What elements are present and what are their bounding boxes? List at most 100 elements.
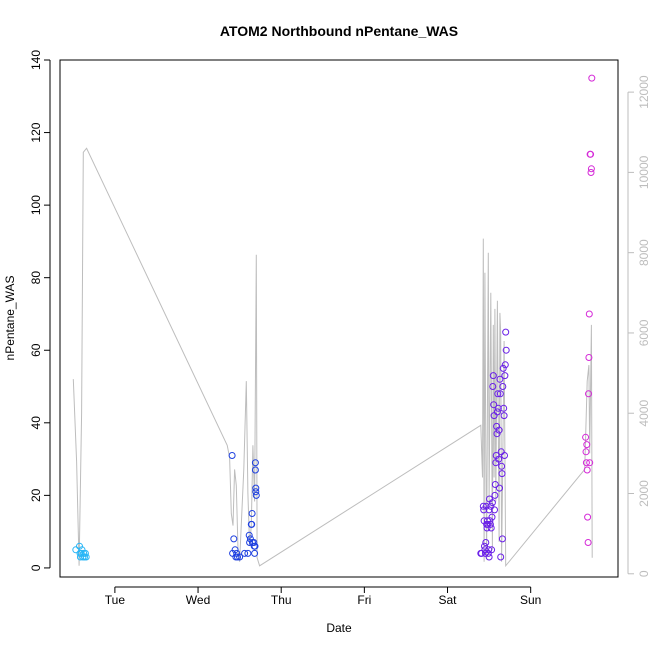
data-point-saturday-19 — [486, 517, 494, 525]
data-point-saturday-2 — [479, 502, 487, 510]
data-point-saturday-21 — [487, 502, 495, 510]
y2-tick-label-10000: 10000 — [637, 155, 650, 189]
data-point-saturday-20 — [486, 520, 494, 528]
data-point-sunday-3 — [583, 441, 591, 449]
data-point-saturday-5 — [481, 542, 488, 550]
plot-frame — [59, 59, 619, 578]
y-axis-left: 0 20 40 60 80 100 120 140 — [29, 50, 51, 571]
data-point-saturday-43 — [496, 375, 504, 383]
data-point-wednesday-8 — [241, 549, 249, 557]
data-point-saturday-28 — [490, 401, 498, 409]
altitude-line — [72, 147, 593, 568]
x-tick-label-Fri: Fri — [357, 593, 371, 607]
data-point-sunday-9 — [585, 310, 593, 318]
series-wednesday — [228, 452, 260, 561]
data-point-wednesday-19 — [251, 549, 259, 557]
data-point-wednesday-0 — [228, 452, 236, 459]
data-point-sunday-7 — [585, 390, 592, 398]
y-tick-label-60: 60 — [29, 343, 43, 357]
data-point-saturday-23 — [488, 546, 496, 554]
data-point-sunday-6 — [584, 539, 592, 546]
x-tick-label-Sat: Sat — [439, 593, 458, 607]
data-point-saturday-25 — [488, 499, 496, 507]
data-point-wednesday-3 — [231, 546, 239, 554]
data-point-saturday-16 — [485, 553, 493, 561]
data-point-saturday-44 — [496, 390, 504, 398]
data-point-saturday-47 — [498, 462, 506, 470]
data-point-sunday-14 — [587, 165, 595, 173]
data-point-wednesday-10 — [245, 531, 253, 539]
data-point-wednesday-2 — [230, 535, 238, 543]
data-point-wednesday-7 — [236, 553, 244, 561]
y-axis-right: 0 2000 4000 6000 8000 10000 12000 — [627, 75, 650, 577]
y-tick-label-120: 120 — [29, 122, 43, 142]
data-point-saturday-31 — [491, 491, 499, 499]
data-point-tuesday-10 — [82, 553, 90, 561]
data-point-saturday-48 — [498, 470, 506, 478]
x-axis: Tue Wed Thu Fri Sat Sun — [105, 586, 541, 607]
y2-tick-label-0: 0 — [637, 570, 650, 577]
data-point-saturday-54 — [501, 452, 508, 459]
y2-tick-label-6000: 6000 — [637, 319, 650, 346]
x-tick-label-Thu: Thu — [271, 593, 292, 607]
y2-tick-label-4000: 4000 — [637, 400, 650, 427]
data-point-saturday-39 — [494, 404, 502, 412]
data-point-saturday-26 — [489, 383, 497, 390]
data-point-saturday-49 — [498, 535, 506, 543]
data-point-wednesday-6 — [234, 553, 241, 561]
series-saturday — [477, 328, 510, 561]
data-point-saturday-42 — [496, 484, 503, 492]
data-point-wednesday-17 — [250, 539, 258, 546]
data-point-saturday-52 — [500, 404, 508, 412]
data-point-sunday-1 — [582, 448, 590, 456]
data-point-sunday-4 — [583, 466, 591, 474]
y-tick-label-100: 100 — [29, 195, 43, 215]
y-tick-label-80: 80 — [29, 271, 43, 285]
data-point-wednesday-23 — [252, 484, 260, 492]
data-point-sunday-12 — [587, 150, 595, 158]
y-tick-label-0: 0 — [29, 564, 43, 571]
data-point-wednesday-24 — [252, 488, 260, 496]
data-point-saturday-57 — [502, 328, 510, 336]
data-point-saturday-51 — [499, 364, 507, 372]
chart-title: ATOM2 Northbound nPentane_WAS — [220, 23, 458, 39]
y-tick-label-140: 140 — [29, 50, 43, 70]
altitude-line-layer — [72, 147, 593, 568]
data-point-tuesday-9 — [81, 549, 89, 557]
data-point-saturday-45 — [497, 553, 505, 561]
scatter-points-layer — [72, 74, 596, 561]
data-point-wednesday-11 — [246, 539, 254, 546]
data-point-wednesday-25 — [252, 491, 260, 499]
data-point-wednesday-15 — [248, 510, 256, 517]
data-point-saturday-38 — [494, 390, 502, 398]
data-point-saturday-58 — [502, 346, 510, 354]
x-tick-label-Tue: Tue — [105, 593, 126, 607]
data-point-sunday-13 — [587, 169, 595, 176]
data-point-wednesday-20 — [251, 542, 259, 550]
data-point-saturday-27 — [489, 372, 497, 380]
y2-tick-label-8000: 8000 — [637, 239, 650, 266]
data-point-saturday-55 — [501, 372, 509, 380]
data-point-saturday-8 — [482, 539, 490, 546]
x-tick-label-Sun: Sun — [520, 593, 541, 607]
data-point-sunday-8 — [585, 354, 593, 361]
data-point-saturday-32 — [491, 481, 499, 488]
data-point-saturday-15 — [485, 546, 493, 554]
data-point-sunday-0 — [582, 433, 590, 441]
data-point-saturday-30 — [491, 506, 498, 514]
x-tick-label-Wed: Wed — [186, 593, 210, 607]
data-point-wednesday-22 — [251, 466, 259, 474]
y2-tick-label-12000: 12000 — [637, 75, 650, 109]
y-tick-label-40: 40 — [29, 416, 43, 430]
data-point-saturday-53 — [500, 412, 508, 420]
data-point-saturday-24 — [488, 513, 496, 521]
data-point-saturday-22 — [487, 524, 495, 532]
data-point-wednesday-21 — [251, 459, 259, 467]
data-point-saturday-50 — [499, 383, 507, 390]
data-point-saturday-40 — [495, 455, 503, 463]
data-point-sunday-5 — [584, 513, 592, 521]
data-point-sunday-10 — [586, 459, 594, 467]
data-point-sunday-15 — [588, 74, 596, 82]
